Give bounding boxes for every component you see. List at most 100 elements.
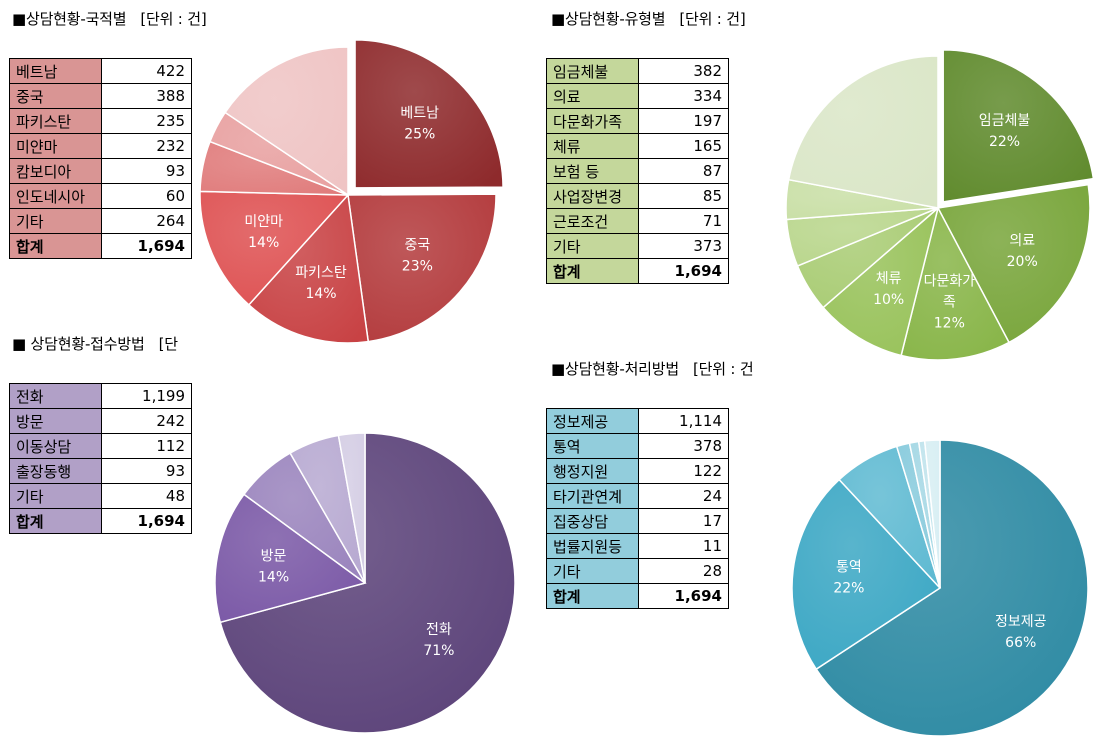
row-value: 28 [638, 558, 729, 584]
table-row: 기타 48 [9, 483, 192, 509]
title-text: ■ 상담현황-접수방법 [12, 335, 145, 353]
table-row: 기타 264 [9, 208, 192, 234]
chart-title-intake: ■ 상담현황-접수방법 [단 [12, 333, 178, 354]
row-value: 382 [638, 58, 729, 84]
table-row: 캄보디아 93 [9, 158, 192, 184]
slice-label: 의료 20% [1007, 233, 1038, 270]
unit-text: [단위 : 건] [140, 10, 207, 28]
pie-slice-베트남 [354, 39, 504, 189]
slice-label: 통역 22% [833, 559, 864, 596]
pie-slice-의료 [936, 183, 1091, 344]
table-total-row: 합계 1,694 [546, 583, 729, 609]
row-value: 60 [101, 183, 192, 209]
pie-slice-방문 [214, 493, 367, 624]
pie-chart-nationality: 베트남 25% 중국 23% 파키스탄 14% 미얀마 14% [199, 39, 504, 344]
chart-title-handling: ■상담현황-처리방법 [단위 : 건 [551, 358, 754, 379]
table-row: 보험 등 87 [546, 158, 729, 184]
row-value: 11 [638, 533, 729, 559]
row-value: 48 [101, 483, 192, 509]
row-label: 보험 등 [546, 158, 639, 184]
stats-table-intake: 전화 1,199 방문 242 이동상담 112 출장동행 93 기타 48 합계 1,694 [9, 383, 192, 534]
pie-slice-기타 [923, 439, 941, 589]
row-label: 기타 [546, 558, 639, 584]
row-value: 1,694 [101, 508, 192, 534]
row-value: 93 [101, 458, 192, 484]
row-label: 타기관연계 [546, 483, 639, 509]
table-row: 체류 165 [546, 133, 729, 159]
pie-slice-전화 [219, 432, 516, 734]
row-label: 합계 [9, 508, 102, 534]
row-label: 정보제공 [546, 408, 639, 434]
slice-label: 미얀마 14% [244, 214, 283, 251]
slice-label: 방문 14% [258, 549, 289, 586]
unit-text: [단 [158, 335, 178, 353]
table-row: 근로조건 71 [546, 208, 729, 234]
row-label: 체류 [546, 133, 639, 159]
row-label: 사업장변경 [546, 183, 639, 209]
row-label: 의료 [546, 83, 639, 109]
pie-chart-intake: 전화 71% 방문 14% [214, 432, 516, 734]
row-value: 24 [638, 483, 729, 509]
table-row: 타기관연계 24 [546, 483, 729, 509]
chart-title-type: ■상담현황-유형별 [단위 : 건] [551, 8, 746, 29]
table-row: 출장동행 93 [9, 458, 192, 484]
row-value: 17 [638, 508, 729, 534]
row-label: 캄보디아 [9, 158, 102, 184]
row-label: 근로조건 [546, 208, 639, 234]
row-value: 1,199 [101, 383, 192, 409]
row-value: 197 [638, 108, 729, 134]
pie-chart-handling: 정보제공 66% 통역 22% [791, 439, 1089, 737]
table-row: 이동상담 112 [9, 433, 192, 459]
slice-label: 체류 10% [873, 271, 904, 308]
unit-text: [단위 : 건 [693, 360, 754, 378]
row-value: 1,694 [638, 583, 729, 609]
row-label: 기타 [9, 208, 102, 234]
row-value: 122 [638, 458, 729, 484]
table-row: 베트남 422 [9, 58, 192, 84]
table-total-row: 합계 1,694 [9, 233, 192, 259]
table-row: 전화 1,199 [9, 383, 192, 409]
pie-slice-정보제공 [815, 439, 1089, 737]
row-value: 232 [101, 133, 192, 159]
stats-table-nationality: 베트남 422 중국 388 파키스탄 235 미얀마 232 캄보디아 93 인도네시아 60 기타 2… [9, 58, 192, 259]
row-label: 합계 [546, 583, 639, 609]
pie-slice-다문화가족 [900, 205, 1010, 361]
row-value: 242 [101, 408, 192, 434]
row-value: 235 [101, 108, 192, 134]
unit-text: [단위 : 건] [679, 10, 746, 28]
row-value: 1,694 [638, 258, 729, 284]
pie-slice-중국 [347, 193, 497, 343]
slice-label: 중국 23% [402, 238, 433, 275]
stats-table-type: 임금체불 382 의료 334 다문화가족 197 체류 165 보험 등 87 사업장변경 85 근로… [546, 58, 729, 284]
row-value: 422 [101, 58, 192, 84]
table-total-row: 합계 1,694 [546, 258, 729, 284]
table-row: 법률지원등 11 [546, 533, 729, 559]
row-value: 93 [101, 158, 192, 184]
slice-label: 전화 71% [423, 622, 454, 659]
row-label: 집중상담 [546, 508, 639, 534]
table-row: 중국 388 [9, 83, 192, 109]
slice-label: 정보제공 66% [995, 614, 1047, 651]
table-row: 정보제공 1,114 [546, 408, 729, 434]
row-label: 미얀마 [9, 133, 102, 159]
row-value: 85 [638, 183, 729, 209]
table-row: 기타 373 [546, 233, 729, 259]
table-row: 임금체불 382 [546, 58, 729, 84]
title-text: ■상담현황-국적별 [12, 10, 127, 28]
title-text: ■상담현황-처리방법 [551, 360, 679, 378]
slice-label: 베트남 25% [400, 105, 439, 142]
pie-slice-기타 [224, 46, 349, 197]
table-row: 인도네시아 60 [9, 183, 192, 209]
row-label: 합계 [9, 233, 102, 259]
row-value: 378 [638, 433, 729, 459]
pie-slice-기타 [337, 432, 366, 584]
row-value: 264 [101, 208, 192, 234]
table-row: 미얀마 232 [9, 133, 192, 159]
row-label: 출장동행 [9, 458, 102, 484]
slice-label: 파키스탄 14% [295, 265, 347, 302]
table-row: 행정지원 122 [546, 458, 729, 484]
row-value: 1,114 [638, 408, 729, 434]
row-label: 다문화가족 [546, 108, 639, 134]
row-value: 1,694 [101, 233, 192, 259]
row-label: 베트남 [9, 58, 102, 84]
